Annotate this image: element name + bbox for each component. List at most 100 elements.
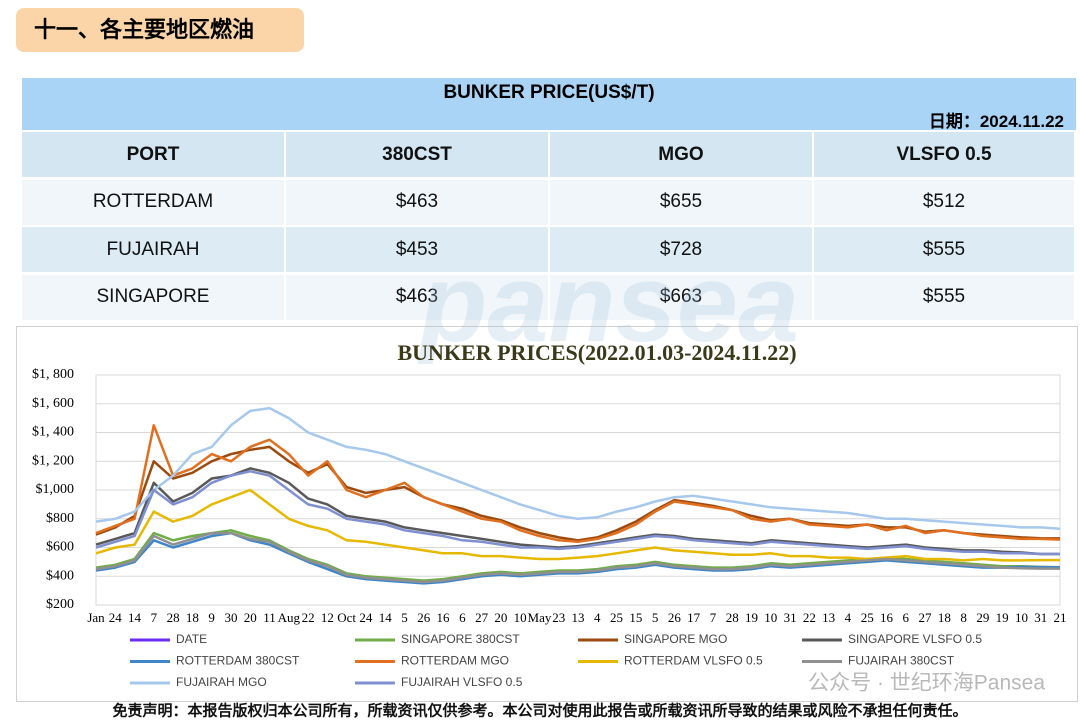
x-tick-label: 14 [128, 610, 142, 625]
x-tick-label: 14 [379, 610, 393, 625]
x-tick-label: 19 [996, 610, 1009, 625]
x-tick-label: 26 [417, 610, 431, 625]
table-title: BUNKER PRICE(US$/T) [443, 82, 655, 103]
x-tick-label: 10 [764, 610, 777, 625]
x-tick-label: 20 [494, 610, 507, 625]
x-tick-label: 5 [401, 610, 408, 625]
table-cell: $655 [550, 179, 812, 225]
y-tick-label: $600 [46, 540, 74, 555]
table-header-cell: PORT [22, 132, 284, 177]
chart-frame [16, 326, 1078, 702]
table-cell: $463 [286, 179, 548, 225]
x-tick-label: 24 [109, 610, 123, 625]
x-tick-label: 9 [208, 610, 215, 625]
x-tick-label: 18 [186, 610, 199, 625]
x-tick-label: 28 [726, 610, 739, 625]
series-line [95, 470, 1060, 556]
y-tick-label: $1,000 [36, 482, 75, 497]
x-tick-label: 12 [321, 610, 334, 625]
x-tick-label: 25 [861, 610, 874, 625]
x-tick-label: 6 [459, 610, 466, 625]
x-tick-label: 18 [938, 610, 951, 625]
x-tick-label: 8 [960, 610, 967, 625]
x-tick-label: 16 [437, 610, 451, 625]
section-title: 十一、各主要地区燃油 [16, 8, 304, 52]
table-header-cell: MGO [550, 132, 812, 177]
x-tick-label: 21 [1054, 610, 1067, 625]
x-tick-label: Oct [337, 610, 356, 625]
x-tick-label: 30 [224, 610, 237, 625]
table-title-row: BUNKER PRICE(US$/T) 日期：2024.11.22 [22, 78, 1076, 131]
x-tick-label: 5 [652, 610, 659, 625]
table-header-cell: VLSFO 0.5 [814, 132, 1074, 177]
series-line [95, 467, 1060, 556]
series-line [95, 531, 1060, 584]
x-tick-label: 23 [552, 610, 565, 625]
chart-title: BUNKER PRICES(2022.01.03-2024.11.22) [397, 340, 796, 365]
x-tick-label: 4 [594, 610, 601, 625]
x-tick-label: 13 [822, 610, 835, 625]
x-tick-label: 27 [475, 610, 489, 625]
legend-label: ROTTERDAM MGO [401, 654, 509, 668]
x-tick-label: Jan [87, 610, 105, 625]
y-tick-label: $1, 600 [32, 396, 74, 411]
table-cell: $728 [550, 227, 812, 272]
y-tick-label: $1, 200 [32, 453, 74, 468]
x-tick-label: 24 [359, 610, 373, 625]
x-tick-label: 28 [167, 610, 180, 625]
watermark: pansea [420, 242, 800, 365]
series-line [95, 531, 1060, 585]
y-tick-label: $200 [46, 597, 74, 612]
table-cell: $663 [550, 274, 812, 320]
legend-label: FUJAIRAH 380CST [848, 654, 955, 668]
legend-label: FUJAIRAH VLSFO 0.5 [401, 675, 523, 689]
x-tick-label: 22 [302, 610, 315, 625]
y-tick-label: $400 [46, 568, 74, 583]
x-tick-label: 7 [710, 610, 717, 625]
legend-label: SINGAPORE 380CST [401, 632, 520, 646]
series-line [95, 488, 1060, 562]
legend-label: DATE [176, 632, 207, 646]
x-tick-label: 4 [845, 610, 852, 625]
x-tick-label: 6 [903, 610, 910, 625]
table-header-cell: 380CST [286, 132, 548, 177]
legend-label: ROTTERDAM VLSFO 0.5 [624, 654, 763, 668]
x-tick-label: 10 [1015, 610, 1028, 625]
legend-label: SINGAPORE MGO [624, 632, 727, 646]
x-tick-label: 29 [976, 610, 989, 625]
disclaimer: 免责声明：本报告版权归本公司所有，所载资讯仅供参考。本公司对使用此报告或所载资讯… [112, 701, 967, 719]
x-tick-label: 15 [629, 610, 642, 625]
x-tick-label: 31 [1034, 610, 1047, 625]
x-tick-label: 20 [244, 610, 257, 625]
x-tick-label: Aug [278, 610, 301, 625]
legend-label: ROTTERDAM 380CST [176, 654, 300, 668]
table-date: 日期：2024.11.22 [928, 112, 1064, 131]
table-cell: $512 [814, 179, 1074, 225]
x-tick-label: 22 [803, 610, 816, 625]
table-cell: FUJAIRAH [22, 227, 284, 272]
table-cell: $463 [286, 274, 548, 320]
x-tick-label: 13 [572, 610, 585, 625]
x-tick-label: 31 [784, 610, 797, 625]
table-cell: ROTTERDAM [22, 179, 284, 225]
table-cell: SINGAPORE [22, 274, 284, 320]
x-tick-label: May [528, 610, 552, 625]
x-tick-label: 27 [919, 610, 933, 625]
y-tick-label: $800 [46, 511, 74, 526]
x-tick-label: 19 [745, 610, 758, 625]
x-tick-label: 16 [880, 610, 894, 625]
x-tick-label: 17 [687, 610, 701, 625]
x-tick-label: 11 [263, 610, 276, 625]
x-tick-label: 10 [514, 610, 527, 625]
x-tick-label: 26 [668, 610, 682, 625]
series-line [95, 529, 1061, 582]
wechat-watermark: 公众号 · 世纪环海Pansea [808, 672, 1045, 695]
table-cell: $555 [814, 227, 1074, 272]
y-tick-label: $1, 800 [32, 367, 74, 382]
series-line [95, 424, 1061, 544]
series-line [95, 406, 1061, 531]
table-cell: $453 [286, 227, 548, 272]
table-cell: $555 [814, 274, 1074, 320]
